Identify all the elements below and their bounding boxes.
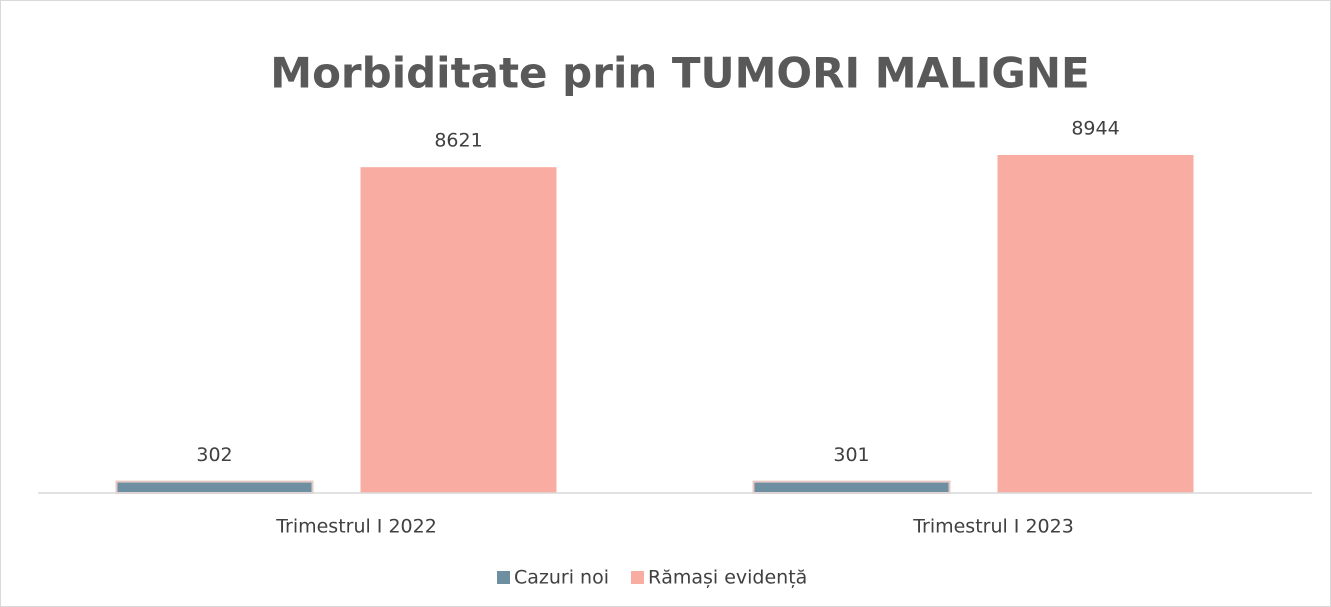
data-label: 8944 (1071, 118, 1119, 140)
bar (115, 480, 314, 495)
data-label: 8621 (434, 130, 482, 152)
data-label: 301 (833, 444, 869, 466)
bar (752, 480, 951, 494)
legend-label: Rămași evidență (648, 567, 807, 589)
x-tick-label: Trimestrul I 2022 (275, 516, 437, 538)
legend-label: Cazuri noi (514, 567, 609, 589)
x-tick-label: Trimestrul I 2023 (912, 516, 1074, 538)
legend-swatch (497, 571, 510, 584)
legend-swatch (631, 571, 644, 584)
bar (997, 155, 1194, 493)
chart-title: Morbiditate prin TUMORI MALIGNE (270, 49, 1089, 98)
bar (360, 167, 557, 493)
data-label: 302 (196, 444, 232, 466)
